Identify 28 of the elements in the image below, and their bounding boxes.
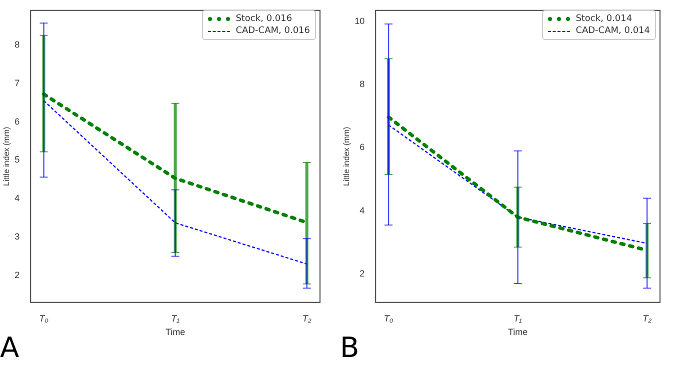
y-tick-label: 2 bbox=[360, 268, 365, 278]
x-axis-title: Time bbox=[165, 327, 186, 338]
y-tick-label: 7 bbox=[14, 78, 20, 88]
x-tick-label: T₂ bbox=[302, 313, 312, 324]
text: A bbox=[0, 331, 20, 364]
legend-label: CAD-CAM, 0.016 bbox=[236, 25, 310, 37]
y-tick-label: 6 bbox=[360, 142, 365, 152]
y-tick-label: 8 bbox=[14, 39, 20, 50]
legend-label: Stock, 0.014 bbox=[576, 13, 632, 25]
y-axis-title: Little index (mm) bbox=[2, 126, 12, 186]
legend-label: CAD-CAM, 0.014 bbox=[576, 25, 650, 37]
x-tick-label: T₁ bbox=[171, 313, 180, 324]
x-tick-label: T₁ bbox=[514, 313, 522, 324]
x-tick-label: T₀ bbox=[39, 313, 49, 324]
x-axis-title: Time bbox=[508, 327, 528, 338]
y-tick-label: 6 bbox=[14, 116, 20, 126]
text: B bbox=[340, 331, 360, 364]
legend-label: Stock, 0.016 bbox=[236, 13, 292, 25]
x-tick-label: T₀ bbox=[384, 313, 394, 324]
y-tick-label: 3 bbox=[14, 232, 20, 242]
x-tick-label: T₂ bbox=[642, 313, 652, 324]
y-tick-label: 10 bbox=[354, 16, 365, 26]
y-axis-title: Little index (mm) bbox=[342, 126, 352, 186]
y-tick-label: 2 bbox=[14, 270, 20, 280]
y-tick-label: 4 bbox=[14, 193, 20, 204]
y-tick-label: 4 bbox=[360, 205, 365, 216]
y-tick-label: 5 bbox=[14, 154, 20, 165]
y-tick-label: 8 bbox=[360, 79, 365, 90]
